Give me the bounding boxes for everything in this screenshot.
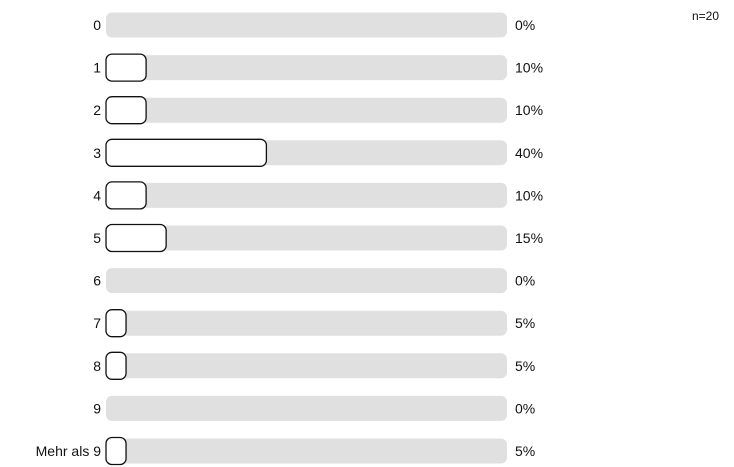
category-label: 0 (93, 17, 101, 33)
bar (106, 438, 126, 465)
bar-track (106, 183, 507, 208)
bar (106, 182, 146, 209)
bar-row: 9 0% (93, 396, 535, 421)
category-label: 2 (93, 102, 101, 118)
value-label: 10% (515, 60, 543, 76)
bar-track (106, 439, 507, 464)
bar-track (106, 98, 507, 123)
value-label: 0% (515, 400, 535, 416)
category-label: 5 (93, 230, 101, 246)
bar-row: 1 10% (93, 54, 543, 81)
value-label: 10% (515, 102, 543, 118)
value-label: 10% (515, 187, 543, 203)
value-label: 5% (515, 358, 535, 374)
value-label: 5% (515, 443, 535, 459)
bar-row: 3 40% (93, 139, 543, 166)
value-label: 0% (515, 273, 535, 289)
bar-row: Mehr als 9 5% (36, 438, 536, 465)
category-label: 6 (93, 273, 101, 289)
sample-size-label: n=20 (692, 8, 719, 24)
bar (106, 310, 126, 337)
value-label: 40% (515, 145, 543, 161)
bar-row: 5 15% (93, 225, 543, 252)
value-label: 0% (515, 17, 535, 33)
category-label: 8 (93, 358, 101, 374)
value-label: 5% (515, 315, 535, 331)
bar-track (106, 268, 507, 293)
bar-row: 0 0% (93, 13, 535, 38)
category-label: 4 (93, 187, 101, 203)
category-label: Mehr als 9 (36, 443, 102, 459)
bar (106, 352, 126, 379)
bar-row: 2 10% (93, 97, 543, 124)
category-label: 1 (93, 60, 101, 76)
bar-track (106, 396, 507, 421)
category-label: 9 (93, 400, 101, 416)
bar-row: 8 5% (93, 352, 535, 379)
bar-track (106, 353, 507, 378)
bar (106, 225, 166, 252)
category-label: 3 (93, 145, 101, 161)
category-label: 7 (93, 315, 101, 331)
bar-row: 6 0% (93, 268, 535, 293)
bar (106, 54, 146, 81)
bar (106, 97, 146, 124)
bar (106, 139, 266, 166)
bar-track (106, 13, 507, 38)
value-label: 15% (515, 230, 543, 246)
bar-row: 7 5% (93, 310, 535, 337)
bar-row: 4 10% (93, 182, 543, 209)
bar-track (106, 55, 507, 80)
bar-track (106, 311, 507, 336)
